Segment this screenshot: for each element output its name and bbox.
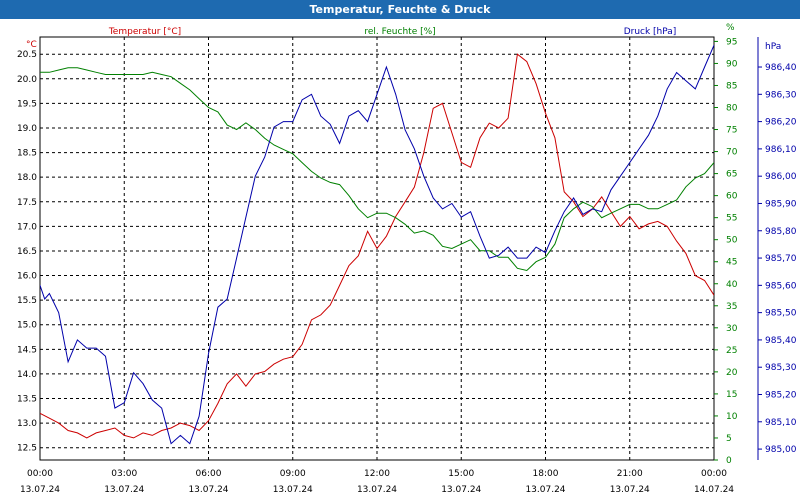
humidity-tick-label: 10 <box>726 412 738 422</box>
humidity-tick-label: 80 <box>726 104 738 114</box>
x-tick-time: 21:00 <box>617 469 643 479</box>
humidity-tick-label: 60 <box>726 192 738 202</box>
humidity-tick-label: 20 <box>726 368 738 378</box>
x-tick-time: 00:00 <box>701 469 727 479</box>
chart-title: Temperatur, Feuchte & Druck <box>309 3 491 16</box>
pressure-tick-label: 986,40 <box>765 63 797 73</box>
pressure-tick-label: 986,20 <box>765 118 797 128</box>
humidity-tick-label: 90 <box>726 59 738 69</box>
pressure-unit-label: hPa <box>765 42 781 52</box>
temperature-tick-label: 17.0 <box>17 222 37 232</box>
pressure-tick-label: 985,30 <box>765 363 797 373</box>
temperature-tick-label: 13.5 <box>17 395 37 405</box>
temperature-tick-label: 13.0 <box>17 419 37 429</box>
chart: °C hPa % Temperatur [°C] rel. Feuchte [%… <box>17 23 797 495</box>
temperature-tick-label: 14.0 <box>17 370 37 380</box>
title-bar: Temperatur, Feuchte & Druck <box>0 0 800 19</box>
x-tick-time: 06:00 <box>196 469 222 479</box>
humidity-tick-label: 30 <box>726 324 738 334</box>
temperature-tick-label: 12.5 <box>17 444 37 454</box>
pressure-tick-label: 985,80 <box>765 227 797 237</box>
pressure-tick-label: 986,00 <box>765 172 797 182</box>
grid <box>39 36 715 461</box>
pressure-series-line <box>40 45 714 445</box>
temperature-tick-label: 20.0 <box>17 75 37 85</box>
humidity-tick-label: 40 <box>726 280 738 290</box>
temperature-tick-label: 17.5 <box>17 198 37 208</box>
pressure-tick-label: 985,70 <box>765 254 797 264</box>
temperature-tick-label: 15.5 <box>17 296 37 306</box>
temperature-tick-label: 20.5 <box>17 50 37 60</box>
temperature-unit-label: °C <box>26 40 37 50</box>
humidity-tick-label: 25 <box>726 346 737 356</box>
pressure-tick-label: 985,50 <box>765 309 797 319</box>
temperature-legend-label: Temperatur [°C] <box>108 27 181 37</box>
humidity-series-line <box>40 67 714 272</box>
temperature-tick-label: 16.5 <box>17 247 37 257</box>
x-tick-date: 13.07.24 <box>441 485 481 495</box>
temperature-tick-label: 19.0 <box>17 124 37 134</box>
humidity-tick-label: 0 <box>726 456 732 466</box>
pressure-legend-label: Druck [hPa] <box>624 27 677 37</box>
temperature-tick-label: 19.5 <box>17 99 37 109</box>
pressure-tick-label: 986,10 <box>765 145 797 155</box>
pressure-tick-label: 986,30 <box>765 90 797 100</box>
pressure-tick-label: 985,00 <box>765 445 797 455</box>
series <box>40 45 714 445</box>
pressure-tick-label: 985,10 <box>765 418 797 428</box>
temperature-tick-label: 18.5 <box>17 149 37 159</box>
humidity-legend-label: rel. Feuchte [%] <box>364 27 435 37</box>
humidity-tick-label: 70 <box>726 148 738 158</box>
x-tick-date: 13.07.24 <box>357 485 397 495</box>
humidity-tick-label: 15 <box>726 390 737 400</box>
x-tick-time: 03:00 <box>111 469 137 479</box>
temperature-tick-label: 15.0 <box>17 321 37 331</box>
temperature-tick-label: 18.0 <box>17 173 37 183</box>
x-tick-time: 00:00 <box>27 469 53 479</box>
x-tick-date: 13.07.24 <box>610 485 650 495</box>
humidity-tick-label: 65 <box>726 170 737 180</box>
x-tick-date: 13.07.24 <box>525 485 565 495</box>
humidity-tick-label: 5 <box>726 434 732 444</box>
temperature-tick-label: 16.0 <box>17 272 37 282</box>
humidity-tick-label: 85 <box>726 81 737 91</box>
humidity-tick-label: 55 <box>726 214 737 224</box>
humidity-unit-label: % <box>726 23 735 33</box>
x-tick-time: 15:00 <box>448 469 474 479</box>
x-tick-date: 13.07.24 <box>104 485 144 495</box>
pressure-tick-label: 985,20 <box>765 391 797 401</box>
temperature-series-line <box>40 53 714 439</box>
axes: °C hPa % Temperatur [°C] rel. Feuchte [%… <box>17 23 797 495</box>
pressure-tick-label: 985,60 <box>765 281 797 291</box>
humidity-tick-label: 35 <box>726 302 737 312</box>
humidity-tick-label: 45 <box>726 258 737 268</box>
x-tick-time: 12:00 <box>364 469 390 479</box>
temperature-tick-label: 14.5 <box>17 345 37 355</box>
x-tick-time: 18:00 <box>533 469 559 479</box>
humidity-tick-label: 50 <box>726 236 738 246</box>
pressure-tick-label: 985,90 <box>765 199 797 209</box>
x-tick-date: 13.07.24 <box>188 485 228 495</box>
x-tick-time: 09:00 <box>280 469 306 479</box>
humidity-tick-label: 95 <box>726 37 737 47</box>
humidity-tick-label: 75 <box>726 126 737 136</box>
x-tick-date: 14.07.24 <box>694 485 734 495</box>
x-tick-date: 13.07.24 <box>273 485 313 495</box>
x-tick-date: 13.07.24 <box>20 485 60 495</box>
pressure-tick-label: 985,40 <box>765 336 797 346</box>
